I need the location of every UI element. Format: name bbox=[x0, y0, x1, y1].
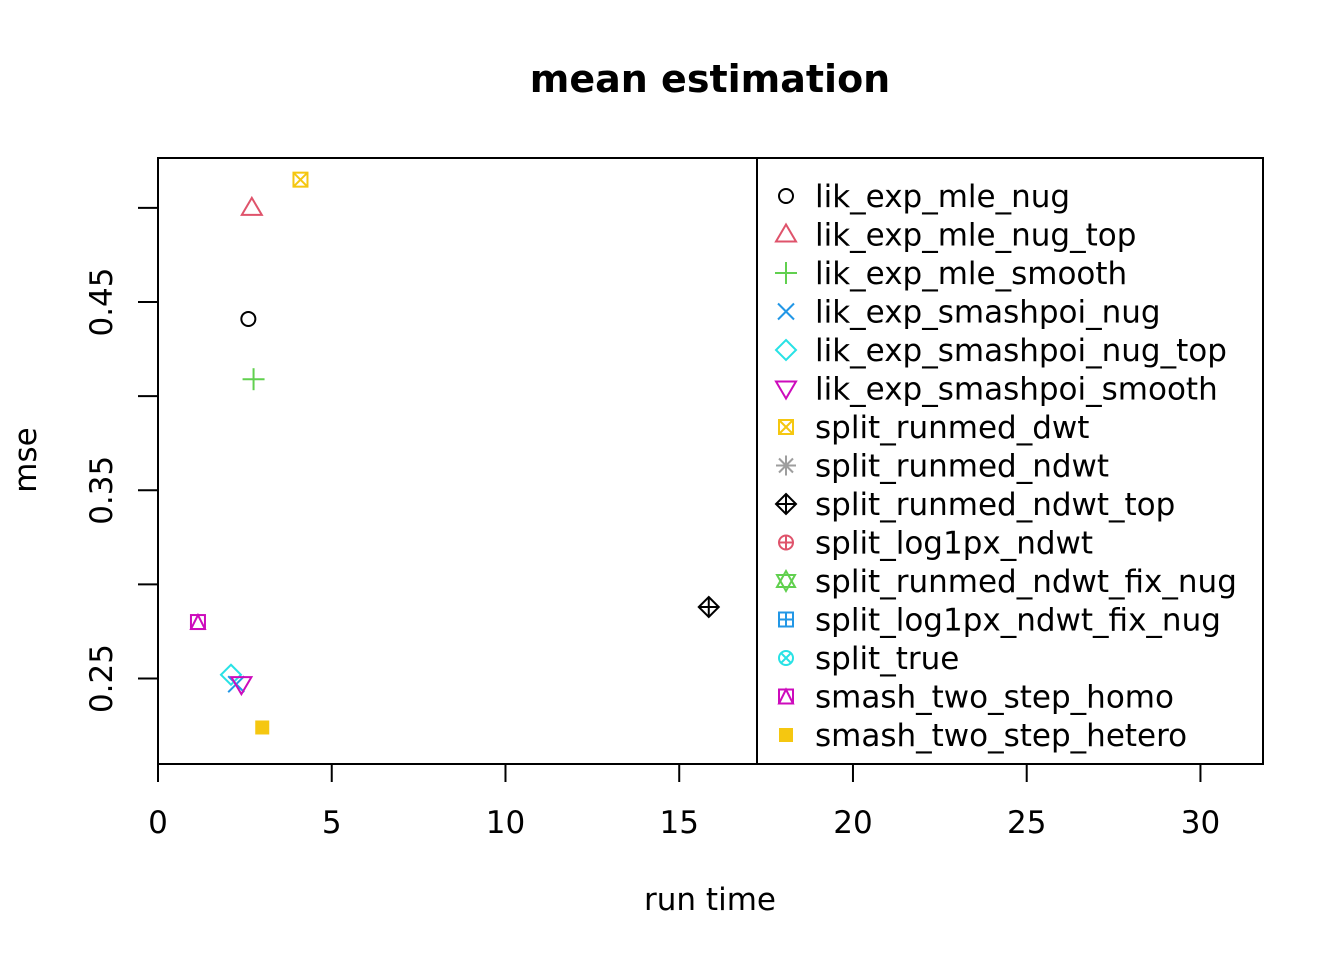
legend-label-split_log1px_ndwt: split_log1px_ndwt bbox=[815, 526, 1093, 562]
point-split_runmed_ndwt_top bbox=[697, 595, 721, 619]
point-lik_exp_smashpoi_nug_top bbox=[219, 663, 243, 687]
y-tick-label: 0.35 bbox=[84, 456, 120, 525]
legend-symbol-lik_exp_mle_smooth bbox=[775, 262, 797, 284]
legend-symbol-smash_two_step_homo bbox=[777, 687, 795, 705]
point-smash_two_step_homo bbox=[189, 612, 207, 631]
legend-symbol-split_runmed_ndwt_fix_nug bbox=[775, 568, 797, 594]
legend-symbol-lik_exp_mle_nug bbox=[778, 188, 794, 204]
x-tick-label: 20 bbox=[833, 805, 872, 841]
y-tick-label: 0.25 bbox=[84, 644, 120, 713]
y-axis: 0.25 0.35 0.45 bbox=[84, 206, 159, 713]
point-split_runmed_dwt bbox=[292, 171, 309, 188]
x-tick-label: 0 bbox=[148, 805, 168, 841]
legend-label-lik_exp_mle_nug_top: lik_exp_mle_nug_top bbox=[815, 218, 1136, 254]
point-lik_exp_mle_nug bbox=[240, 310, 257, 327]
point-lik_exp_mle_smooth bbox=[242, 368, 265, 391]
legend-symbol-split_true bbox=[778, 650, 794, 666]
data-points bbox=[189, 171, 721, 735]
legend-label-lik_exp_smashpoi_nug: lik_exp_smashpoi_nug bbox=[815, 295, 1161, 331]
x-axis-title: run time bbox=[644, 882, 776, 918]
legend-symbol-split_log1px_ndwt bbox=[778, 534, 794, 551]
legend-symbol-lik_exp_mle_nug_top bbox=[774, 222, 798, 243]
x-axis: 0 5 10 15 20 25 30 bbox=[148, 763, 1220, 841]
y-axis-title: mse bbox=[8, 427, 44, 492]
legend-label-smash_two_step_homo: smash_two_step_homo bbox=[815, 680, 1174, 716]
x-tick-label: 25 bbox=[1007, 805, 1046, 841]
legend-label-lik_exp_mle_smooth: lik_exp_mle_smooth bbox=[815, 256, 1127, 292]
legend-box bbox=[756, 157, 1264, 765]
legend: lik_exp_mle_nuglik_exp_mle_nug_toplik_ex… bbox=[756, 157, 1264, 765]
legend-symbol-lik_exp_smashpoi_nug bbox=[777, 302, 795, 321]
legend-label-split_true: split_true bbox=[815, 641, 959, 677]
legend-label-split_log1px_ndwt_fix_nug: split_log1px_ndwt_fix_nug bbox=[815, 603, 1221, 639]
point-lik_exp_smashpoi_smooth bbox=[229, 676, 254, 697]
legend-label-split_runmed_dwt: split_runmed_dwt bbox=[815, 410, 1089, 446]
x-tick-label: 30 bbox=[1181, 805, 1220, 841]
x-tick-label: 10 bbox=[486, 805, 525, 841]
chart-title: mean estimation bbox=[530, 57, 890, 101]
legend-label-smash_two_step_hetero: smash_two_step_hetero bbox=[815, 718, 1187, 754]
point-smash_two_step_hetero bbox=[255, 720, 270, 735]
legend-symbol-split_runmed_dwt bbox=[778, 419, 794, 435]
legend-symbol-lik_exp_smashpoi_smooth bbox=[774, 380, 798, 401]
legend-symbol-lik_exp_smashpoi_nug_top bbox=[774, 338, 798, 362]
legend-label-lik_exp_mle_nug: lik_exp_mle_nug bbox=[815, 179, 1070, 215]
legend-symbol-split_log1px_ndwt_fix_nug bbox=[778, 611, 794, 628]
x-tick-label: 5 bbox=[322, 805, 342, 841]
point-lik_exp_mle_nug_top bbox=[240, 195, 264, 216]
legend-symbol-split_runmed_ndwt bbox=[776, 455, 796, 476]
legend-items: lik_exp_mle_nuglik_exp_mle_nug_toplik_ex… bbox=[774, 179, 1237, 754]
legend-label-split_runmed_ndwt_top: split_runmed_ndwt_top bbox=[815, 487, 1175, 523]
x-tick-label: 15 bbox=[659, 805, 698, 841]
legend-label-lik_exp_smashpoi_nug_top: lik_exp_smashpoi_nug_top bbox=[815, 333, 1227, 369]
legend-label-split_runmed_ndwt: split_runmed_ndwt bbox=[815, 449, 1109, 485]
legend-label-lik_exp_smashpoi_smooth: lik_exp_smashpoi_smooth bbox=[815, 372, 1218, 408]
legend-label-split_runmed_ndwt_fix_nug: split_runmed_ndwt_fix_nug bbox=[815, 564, 1237, 600]
y-tick-label: 0.45 bbox=[84, 268, 120, 337]
legend-symbol-smash_two_step_hetero bbox=[779, 728, 793, 742]
legend-symbol-split_runmed_ndwt_top bbox=[774, 492, 798, 516]
